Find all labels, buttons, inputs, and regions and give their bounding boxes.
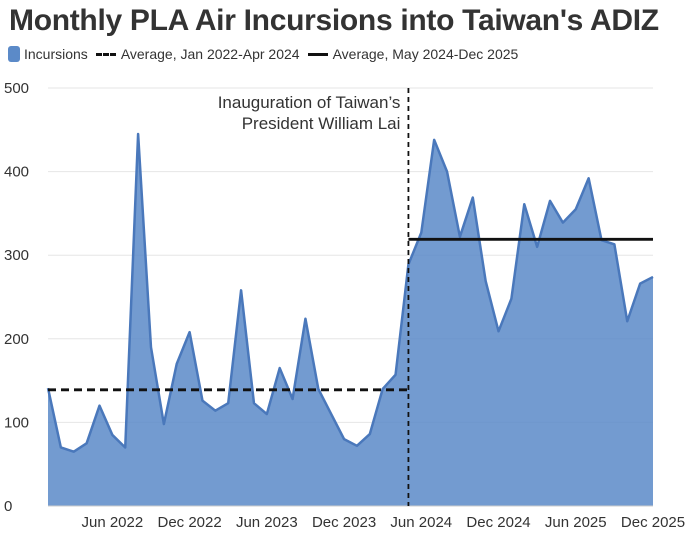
data-point-16 xyxy=(251,400,257,406)
data-point-4 xyxy=(96,403,102,409)
data-point-30 xyxy=(431,137,437,143)
data-point-1 xyxy=(58,444,64,450)
legend: Incursions Average, Jan 2022-Apr 2024 Av… xyxy=(8,46,526,62)
data-point-6 xyxy=(122,444,128,450)
x-tick-label-23: Dec 2023 xyxy=(312,514,376,531)
data-point-35 xyxy=(496,328,502,334)
data-point-10 xyxy=(174,361,180,367)
legend-swatch-dashed-line xyxy=(95,52,116,56)
x-tick-label-17: Jun 2023 xyxy=(236,514,298,531)
data-point-23 xyxy=(341,436,347,442)
y-tick-label-500: 500 xyxy=(4,80,29,97)
chart-title: Monthly PLA Air Incursions into Taiwan's… xyxy=(9,4,659,37)
x-tick-label-11: Dec 2022 xyxy=(157,514,221,531)
legend-swatch-area xyxy=(8,46,20,62)
legend-swatch-solid-line xyxy=(307,52,328,56)
legend-label-incursions: Incursions xyxy=(24,46,88,62)
data-point-7 xyxy=(135,131,141,137)
data-point-37 xyxy=(521,201,527,207)
data-point-24 xyxy=(354,443,360,449)
data-point-14 xyxy=(225,400,231,406)
data-point-3 xyxy=(84,440,90,446)
legend-item-average-2024-2025[interactable]: Average, May 2024-Dec 2025 xyxy=(307,46,519,62)
legend-label-average-2022-2024: Average, Jan 2022-Apr 2024 xyxy=(120,46,300,62)
annotation-text-line-0: Inauguration of Taiwan’s xyxy=(218,93,401,112)
data-point-21 xyxy=(315,386,321,392)
data-point-22 xyxy=(328,411,334,417)
annotation-text-line-1: President William Lai xyxy=(242,114,401,133)
data-point-12 xyxy=(199,398,205,404)
incursions-area xyxy=(48,133,653,507)
y-tick-label-400: 400 xyxy=(4,164,29,181)
data-point-17 xyxy=(264,411,270,417)
data-point-31 xyxy=(444,169,450,175)
data-point-39 xyxy=(547,198,553,204)
data-point-25 xyxy=(367,431,373,437)
data-point-18 xyxy=(277,365,283,371)
data-point-20 xyxy=(302,316,308,322)
data-point-38 xyxy=(534,244,540,250)
y-tick-label-200: 200 xyxy=(4,331,29,348)
x-tick-label-35: Dec 2024 xyxy=(466,514,530,531)
data-point-47 xyxy=(650,274,656,280)
data-point-2 xyxy=(71,449,77,455)
data-point-11 xyxy=(187,329,193,335)
data-point-27 xyxy=(393,372,399,378)
x-tick-label-47: Dec 2025 xyxy=(621,514,685,531)
data-point-42 xyxy=(586,175,592,181)
data-point-9 xyxy=(161,421,167,427)
y-tick-label-300: 300 xyxy=(4,247,29,264)
legend-item-average-2022-2024[interactable]: Average, Jan 2022-Apr 2024 xyxy=(95,46,300,62)
data-point-15 xyxy=(238,287,244,293)
data-point-41 xyxy=(573,206,579,212)
data-point-45 xyxy=(624,318,630,324)
data-point-44 xyxy=(611,241,617,247)
y-tick-label-0: 0 xyxy=(4,498,12,515)
data-point-29 xyxy=(418,230,424,236)
x-tick-label-29: Jun 2024 xyxy=(390,514,452,531)
data-point-33 xyxy=(470,195,476,201)
data-point-19 xyxy=(290,396,296,402)
legend-item-incursions[interactable]: Incursions xyxy=(8,46,88,62)
data-point-40 xyxy=(560,220,566,226)
data-point-34 xyxy=(483,278,489,284)
data-point-13 xyxy=(212,408,218,414)
legend-label-average-2024-2025: Average, May 2024-Dec 2025 xyxy=(332,46,519,62)
data-point-36 xyxy=(508,296,514,302)
x-tick-label-5: Jun 2022 xyxy=(81,514,143,531)
data-point-46 xyxy=(637,281,643,287)
incursions-line xyxy=(46,132,654,453)
data-point-5 xyxy=(109,432,115,438)
data-point-8 xyxy=(148,344,154,350)
x-tick-label-41: Jun 2025 xyxy=(545,514,607,531)
y-tick-label-100: 100 xyxy=(4,414,29,431)
